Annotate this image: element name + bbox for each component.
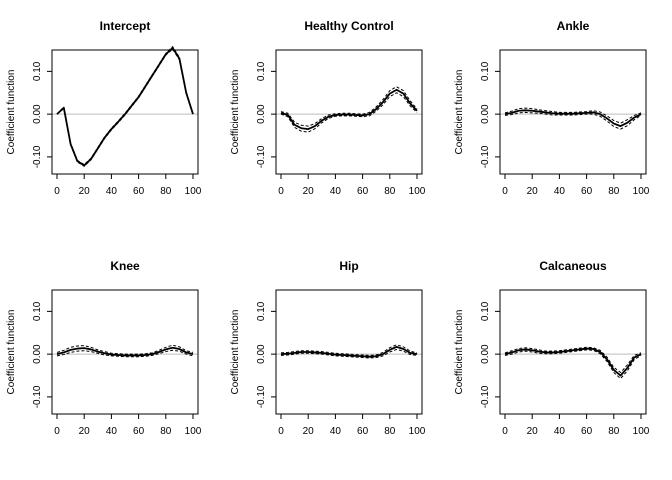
x-tick-label: 20 [79, 426, 91, 437]
x-tick-label: 100 [633, 186, 650, 197]
x-tick-label: 60 [357, 426, 369, 437]
plot-frame [499, 49, 647, 175]
plot-frame [51, 289, 199, 415]
x-tick-label: 0 [502, 186, 508, 197]
x-tick-label: 20 [303, 186, 315, 197]
x-tick-label: 80 [160, 186, 172, 197]
x-tick-label: 0 [54, 186, 60, 197]
panel-6: Calcaneous 0 20 40 60 80 100 -0.10 0.00 0.10 Coeff… [454, 259, 650, 437]
y-tick-label: 0.10 [256, 301, 267, 321]
x-tick-label: 60 [133, 186, 145, 197]
y-tick-label: 0.00 [256, 344, 267, 364]
panel-title: Healthy Control [304, 19, 393, 33]
x-tick-label: 40 [330, 186, 342, 197]
lower-band-line [56, 48, 194, 167]
upper-band-line [280, 344, 418, 356]
y-axis-label: Coefficient function [6, 310, 17, 395]
plot-frame [275, 289, 423, 415]
x-tick-label: 20 [527, 426, 539, 437]
plot-frame [275, 49, 423, 175]
x-tick-label: 100 [409, 426, 426, 437]
lower-band-line [56, 349, 194, 358]
panel-title: Ankle [557, 19, 590, 33]
plot-frame [499, 289, 647, 415]
panel-5: Hip 0 20 40 60 80 100 -0.10 0.00 0.10 Coefficient … [230, 259, 426, 437]
y-axis-label: Coefficient function [230, 310, 241, 395]
y-tick-label: 0.10 [256, 61, 267, 81]
plot-frame [51, 49, 199, 175]
upper-band-line [504, 107, 642, 124]
x-tick-label: 20 [527, 186, 539, 197]
estimate-line [280, 345, 418, 358]
estimate-line [56, 46, 194, 167]
x-tick-label: 40 [554, 186, 566, 197]
panel-title: Knee [110, 259, 140, 273]
y-tick-label: 0.10 [480, 301, 491, 321]
y-tick-label: -0.10 [480, 385, 491, 408]
y-tick-label: 0.00 [480, 104, 491, 124]
x-tick-label: 0 [502, 426, 508, 437]
y-tick-label: -0.10 [256, 385, 267, 408]
x-tick-label: 100 [633, 426, 650, 437]
x-tick-label: 20 [79, 186, 91, 197]
x-tick-label: 60 [357, 186, 369, 197]
x-tick-label: 80 [160, 426, 172, 437]
lower-band-line [504, 111, 642, 130]
x-tick-label: 60 [581, 426, 593, 437]
panel-title: Hip [339, 259, 358, 273]
upper-band-line [280, 86, 418, 127]
x-tick-label: 40 [106, 426, 118, 437]
x-tick-label: 80 [384, 186, 396, 197]
lower-band-line [280, 92, 418, 133]
x-tick-label: 80 [384, 426, 396, 437]
y-tick-label: 0.10 [32, 301, 43, 321]
y-axis-label: Coefficient function [230, 70, 241, 155]
estimate-line [504, 109, 642, 128]
y-tick-label: 0.10 [32, 61, 43, 81]
y-tick-label: 0.00 [480, 344, 491, 364]
x-tick-label: 80 [608, 186, 620, 197]
lower-band-line [504, 349, 642, 380]
upper-band-line [56, 344, 194, 355]
y-tick-label: 0.00 [32, 104, 43, 124]
x-tick-label: 100 [185, 426, 202, 437]
estimate-line [56, 346, 194, 357]
panel-1: Intercept 0 20 40 60 80 100 -0.10 0.00 0.10 Coeffi… [6, 19, 202, 197]
x-tick-label: 60 [133, 426, 145, 437]
x-tick-label: 40 [554, 426, 566, 437]
x-tick-label: 100 [185, 186, 202, 197]
panel-title: Intercept [100, 19, 151, 33]
y-tick-label: 0.00 [256, 104, 267, 124]
estimate-line [504, 347, 642, 377]
x-tick-label: 60 [581, 186, 593, 197]
x-tick-label: 0 [278, 426, 284, 437]
x-tick-label: 80 [608, 426, 620, 437]
x-tick-label: 100 [409, 186, 426, 197]
panel-3: Ankle 0 20 40 60 80 100 -0.10 0.00 0.10 Coefficien… [454, 19, 650, 197]
estimate-line [280, 88, 418, 131]
panel-title: Calcaneous [539, 259, 607, 273]
y-tick-label: -0.10 [480, 145, 491, 168]
lower-band-line [280, 348, 418, 359]
x-tick-label: 0 [54, 426, 60, 437]
x-tick-label: 0 [278, 186, 284, 197]
x-tick-label: 20 [303, 426, 315, 437]
panel-2: Healthy Control 0 20 40 60 80 100 -0.10 0.00 0.10… [230, 19, 426, 197]
y-tick-label: -0.10 [32, 385, 43, 408]
y-axis-label: Coefficient function [6, 70, 17, 155]
y-tick-label: -0.10 [256, 145, 267, 168]
y-tick-label: 0.10 [480, 61, 491, 81]
y-axis-label: Coefficient function [454, 70, 465, 155]
x-tick-label: 40 [330, 426, 342, 437]
y-tick-label: 0.00 [32, 344, 43, 364]
panel-4: Knee 0 20 40 60 80 100 -0.10 0.00 0.10 Coefficient… [6, 259, 202, 437]
upper-band-line [56, 46, 194, 166]
y-tick-label: -0.10 [32, 145, 43, 168]
y-axis-label: Coefficient function [454, 310, 465, 395]
x-tick-label: 40 [106, 186, 118, 197]
